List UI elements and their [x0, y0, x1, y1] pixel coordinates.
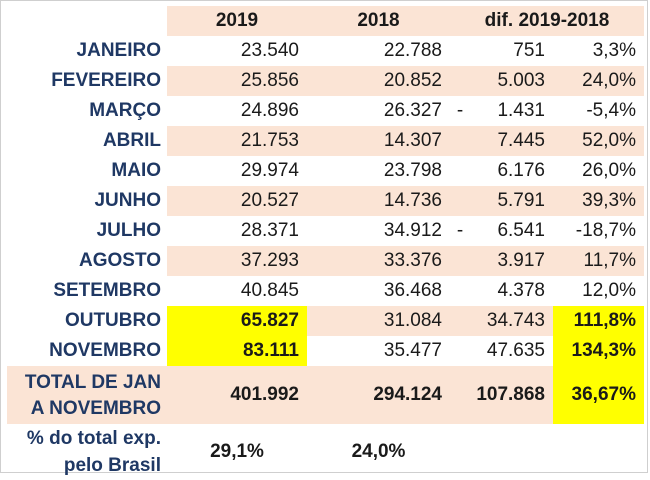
table-row: ABRIL 21.753 14.307 7.445 52,0%: [7, 126, 644, 156]
table-row: NOVEMBRO 83.111 35.477 47.635 134,3%: [7, 336, 644, 366]
header-diff: dif. 2019-2018: [450, 6, 644, 36]
value-2018: 23.798: [383, 160, 442, 181]
header-empty-cell: [7, 6, 167, 36]
diff-value: 47.635: [486, 340, 545, 361]
month-label: MARÇO: [89, 100, 161, 121]
diff-sign: [450, 36, 470, 66]
total-2018: 294.124: [307, 366, 450, 424]
diff-sign: -: [456, 220, 464, 241]
value-2019: 20.527: [167, 186, 307, 216]
diff-percent-highlight: 134,3%: [553, 336, 644, 366]
share-2018: 24,0%: [351, 441, 406, 462]
table-row: JULHO 28.371 34.912 - 6.541 -18,7%: [7, 216, 644, 246]
month-label: NOVEMBRO: [49, 340, 161, 361]
value-2018: 14.307: [307, 126, 450, 156]
table-row: SETEMBRO 40.845 36.468 4.378 12,0%: [7, 276, 644, 306]
diff-sign: [450, 66, 470, 96]
value-2018: 34.912: [383, 220, 442, 241]
value-2018: 36.468: [383, 280, 442, 301]
month-label: JUNHO: [94, 190, 161, 211]
diff-percent: -5,4%: [586, 100, 636, 121]
value-2018: 33.376: [307, 246, 450, 276]
diff-value: 5.003: [470, 66, 553, 96]
diff-sign: -: [456, 100, 464, 121]
total-row: TOTAL DE JAN A NOVEMBRO 401.992 294.124 …: [7, 366, 644, 424]
diff-sign: [450, 186, 470, 216]
value-2019: 29.974: [240, 160, 299, 181]
value-2019-highlight: 83.111: [167, 336, 307, 366]
value-2018: 26.327: [383, 100, 442, 121]
total-diff: 107.868: [450, 366, 553, 424]
exports-table: 2019 2018 dif. 2019-2018 JANEIRO 23.540 …: [7, 6, 644, 480]
header-row: 2019 2018 dif. 2019-2018: [7, 6, 644, 36]
diff-sign: [450, 126, 470, 156]
month-label: FEVEREIRO: [51, 70, 161, 91]
value-2019: 21.753: [167, 126, 307, 156]
value-2018: 22.788: [383, 40, 442, 61]
value-2018: 31.084: [307, 306, 450, 336]
table-row: OUTUBRO 65.827 31.084 34.743 111,8%: [7, 306, 644, 336]
diff-value: 34.743: [470, 306, 553, 336]
diff-percent-highlight: 111,8%: [553, 306, 644, 336]
value-2019: 24.896: [240, 100, 299, 121]
diff-percent: -18,7%: [575, 220, 636, 241]
share-row: % do total exp. pelo Brasil 29,1% 24,0%: [7, 424, 644, 480]
header-2019: 2019: [167, 6, 307, 36]
diff-sign: [450, 156, 470, 186]
share-2019: 29,1%: [210, 441, 264, 462]
table-row: AGOSTO 37.293 33.376 3.917 11,7%: [7, 246, 644, 276]
diff-value: 4.378: [497, 280, 545, 301]
value-2018: 35.477: [383, 340, 442, 361]
total-label: TOTAL DE JAN A NOVEMBRO: [7, 366, 167, 424]
value-2019-highlight: 65.827: [167, 306, 307, 336]
header-2018: 2018: [307, 6, 450, 36]
month-label: SETEMBRO: [53, 280, 161, 301]
diff-sign: [450, 306, 470, 336]
value-2019: 37.293: [167, 246, 307, 276]
table-row: JUNHO 20.527 14.736 5.791 39,3%: [7, 186, 644, 216]
diff-percent: 52,0%: [553, 126, 644, 156]
value-2018: 20.852: [307, 66, 450, 96]
table-row: MARÇO 24.896 26.327 - 1.431 -5,4%: [7, 96, 644, 126]
value-2018: 14.736: [307, 186, 450, 216]
diff-value: 7.445: [470, 126, 553, 156]
diff-percent: 11,7%: [553, 246, 644, 276]
diff-sign: [450, 336, 470, 366]
month-label: JANEIRO: [76, 40, 161, 61]
total-2019: 401.992: [167, 366, 307, 424]
diff-value: 3.917: [470, 246, 553, 276]
diff-percent: 3,3%: [592, 40, 636, 61]
month-label: JULHO: [96, 220, 161, 241]
value-2019: 28.371: [240, 220, 299, 241]
diff-value: 751: [513, 40, 545, 61]
diff-percent: 12,0%: [582, 280, 636, 301]
month-label: ABRIL: [102, 130, 161, 151]
month-label: MAIO: [111, 160, 161, 181]
diff-sign: [450, 276, 470, 306]
diff-value: 5.791: [470, 186, 553, 216]
value-2019: 40.845: [240, 280, 299, 301]
month-label: OUTUBRO: [64, 310, 161, 331]
diff-percent: 26,0%: [582, 160, 636, 181]
diff-value: 6.176: [497, 160, 545, 181]
month-label: AGOSTO: [79, 250, 161, 271]
table-row: MAIO 29.974 23.798 6.176 26,0%: [7, 156, 644, 186]
total-percent-highlight: 36,67%: [553, 366, 644, 424]
diff-percent: 39,3%: [553, 186, 644, 216]
diff-value: 1.431: [497, 100, 545, 121]
diff-value: 6.541: [497, 220, 545, 241]
value-2019: 23.540: [240, 40, 299, 61]
share-empty-cell: [450, 424, 644, 480]
table-row: JANEIRO 23.540 22.788 751 3,3%: [7, 36, 644, 66]
diff-sign: [450, 246, 470, 276]
table-row: FEVEREIRO 25.856 20.852 5.003 24,0%: [7, 66, 644, 96]
value-2019: 25.856: [167, 66, 307, 96]
diff-percent: 24,0%: [553, 66, 644, 96]
share-label: % do total exp. pelo Brasil: [26, 428, 161, 476]
